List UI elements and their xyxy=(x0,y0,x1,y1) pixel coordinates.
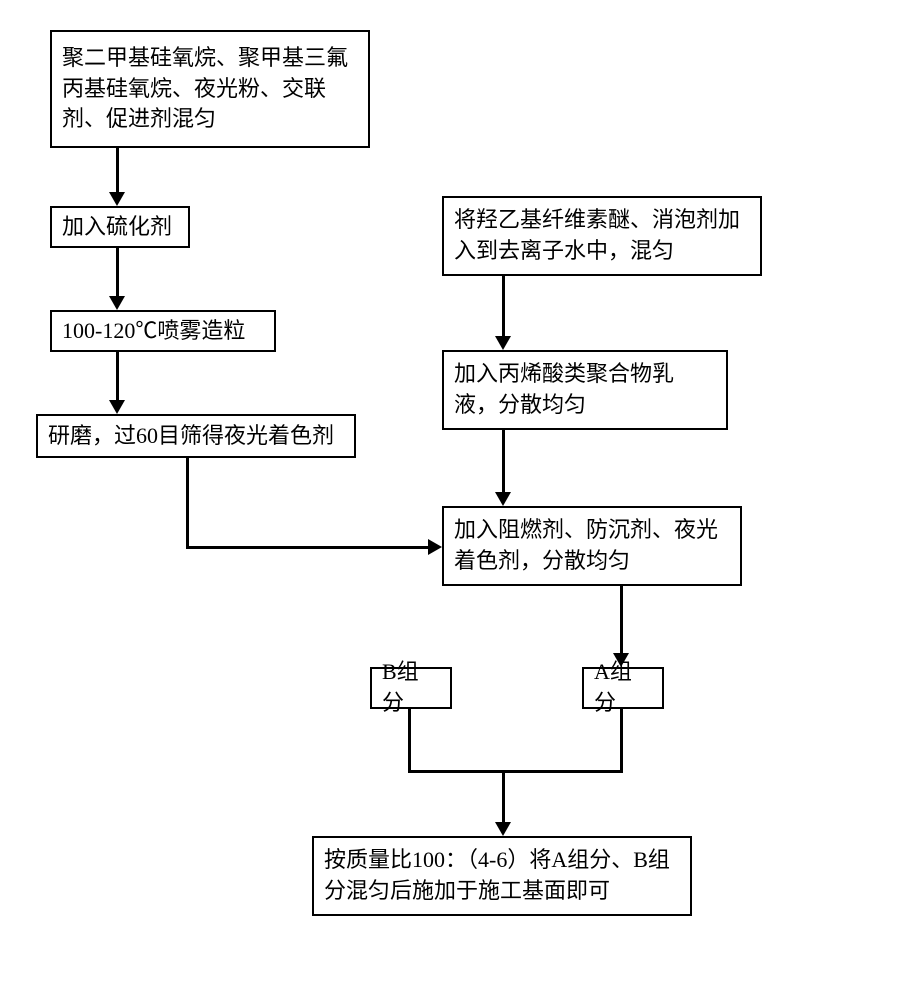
edge-n8-join xyxy=(408,709,411,772)
node-n8: B组分 xyxy=(370,667,452,709)
node-n4: 研磨，过60目筛得夜光着色剂 xyxy=(36,414,356,458)
edge-n3-n4-line xyxy=(116,352,119,400)
edge-n3-n4-head xyxy=(109,400,125,414)
edge-n6-n7-line xyxy=(502,430,505,492)
edge-n5-n6-head xyxy=(495,336,511,350)
edge-join-n10-head xyxy=(495,822,511,836)
edge-n5-n6-line xyxy=(502,276,505,336)
edge-n7-n9-head xyxy=(613,653,629,667)
edge-n1-n2-head xyxy=(109,192,125,206)
edge-join-h xyxy=(408,770,623,773)
edge-join-n10-v xyxy=(502,770,505,822)
node-n10: 按质量比100：（4-6）将A组分、B组分混匀后施加于施工基面即可 xyxy=(312,836,692,916)
edge-n2-n3-line xyxy=(116,248,119,296)
edge-n1-n2-line xyxy=(116,148,119,192)
node-n3: 100-120℃喷雾造粒 xyxy=(50,310,276,352)
node-n2: 加入硫化剂 xyxy=(50,206,190,248)
edge-n9-join xyxy=(620,709,623,772)
node-n5: 将羟乙基纤维素醚、消泡剂加入到去离子水中，混匀 xyxy=(442,196,762,276)
edge-n2-n3-head xyxy=(109,296,125,310)
node-n6: 加入丙烯酸类聚合物乳液，分散均匀 xyxy=(442,350,728,430)
edge-n4-n7-v xyxy=(186,458,189,548)
node-n1: 聚二甲基硅氧烷、聚甲基三氟丙基硅氧烷、夜光粉、交联剂、促进剂混匀 xyxy=(50,30,370,148)
edge-n6-n7-head xyxy=(495,492,511,506)
edge-n4-n7-head xyxy=(428,539,442,555)
node-n7: 加入阻燃剂、防沉剂、夜光着色剂，分散均匀 xyxy=(442,506,742,586)
edge-n7-n9-line xyxy=(620,586,623,653)
edge-n4-n7-h xyxy=(186,546,428,549)
node-n9: A组分 xyxy=(582,667,664,709)
